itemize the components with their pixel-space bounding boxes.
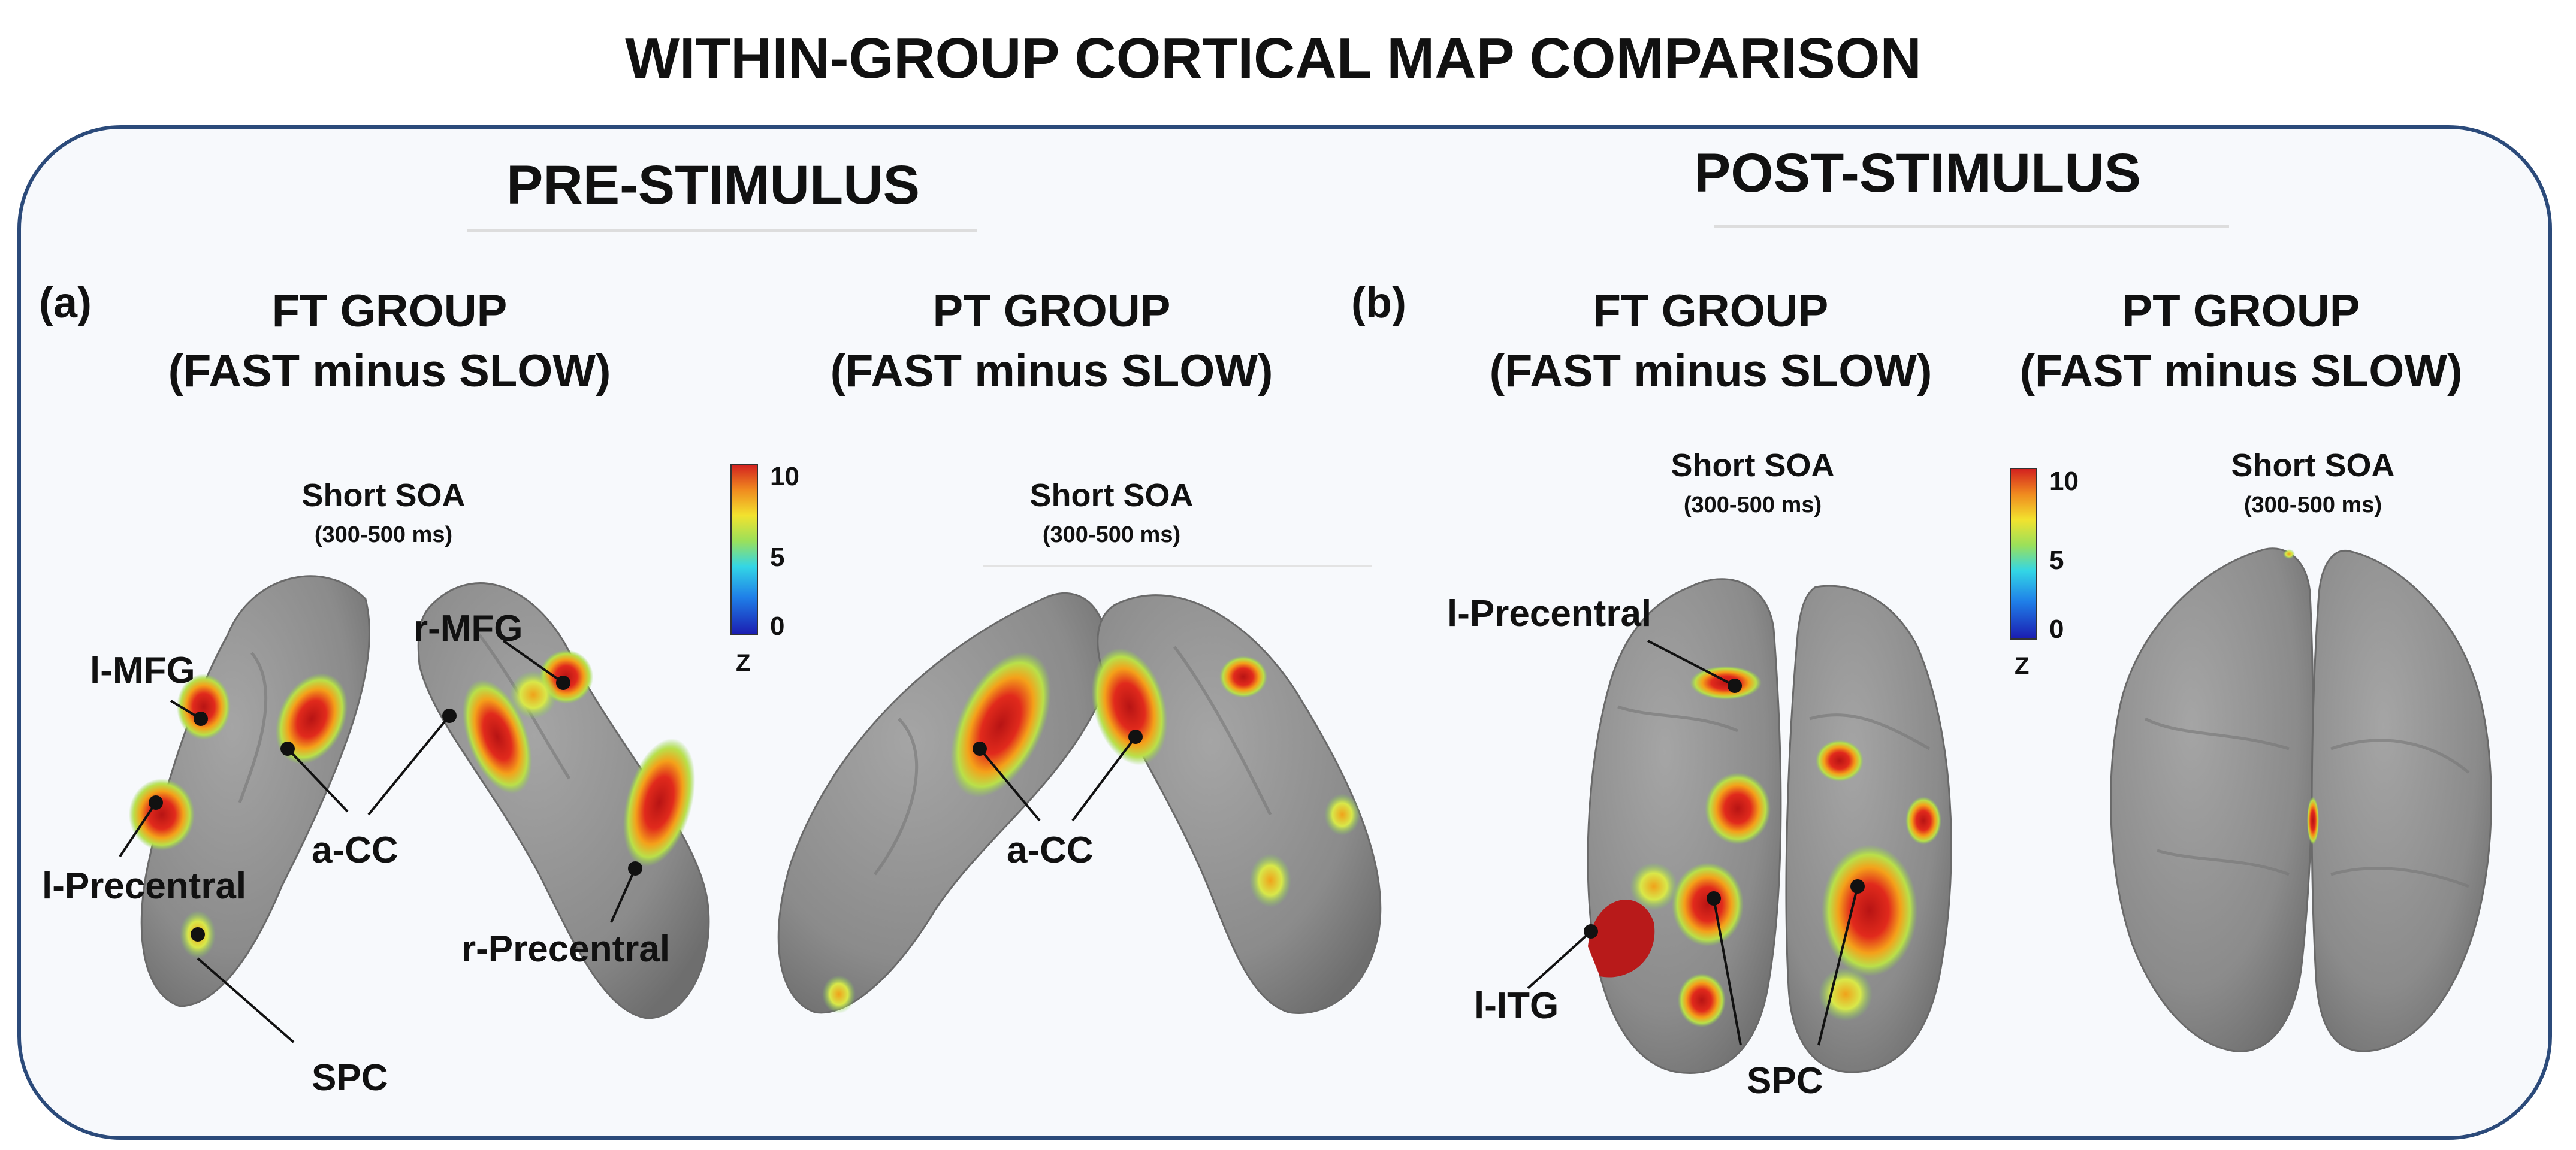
pt-post-brain (2110, 547, 2492, 1052)
colorbar-a-mid: 5 (770, 543, 784, 572)
label-a-cc-pt: a-CC (1007, 830, 1094, 871)
label-l-itg: l-ITG (1474, 985, 1559, 1027)
colorbar-a: 10 5 0 Z (730, 462, 799, 676)
colorbar-b-min: 0 (2049, 615, 2064, 644)
colorbar-a-unit: Z (736, 650, 750, 676)
colorbar-b-mid: 5 (2049, 546, 2064, 575)
soa-label-ft-post: Short SOA (1671, 447, 1834, 483)
ft-pre-subtitle: (FAST minus SLOW) (168, 346, 611, 397)
panel-letter-a: (a) (39, 279, 92, 327)
soa-label-ft-pre: Short SOA (301, 477, 465, 513)
ft-post-subtitle: (FAST minus SLOW) (1490, 346, 1932, 397)
soa-window-pt-post: (300-500 ms) (2244, 492, 2382, 518)
pt-pre-brain (777, 592, 1382, 1014)
label-a-cc-ft: a-CC (312, 830, 398, 871)
colorbar-b-max: 10 (2049, 467, 2079, 496)
label-spc-a: SPC (312, 1057, 388, 1098)
colorbar-b-unit: Z (2015, 653, 2029, 679)
soa-window-ft-post: (300-500 ms) (1684, 492, 1822, 518)
ft-post-brain (1587, 578, 1952, 1074)
ft-post-annotations (1527, 640, 1865, 1046)
ft-pre-brain (129, 575, 710, 1019)
soa-window-ft-pre: (300-500 ms) (315, 522, 452, 547)
panel-letter-b: (b) (1351, 279, 1406, 327)
label-l-precentral-a: l-Precentral (42, 865, 246, 907)
colorbar-a-min: 0 (770, 612, 784, 641)
post-stimulus-heading: POST-STIMULUS (1694, 143, 2141, 204)
soa-label-pt-pre: Short SOA (1029, 477, 1193, 513)
soa-window-pt-pre: (300-500 ms) (1043, 522, 1180, 547)
pt-pre-subtitle: (FAST minus SLOW) (831, 346, 1273, 397)
label-r-mfg: r-MFG (413, 608, 523, 649)
pt-pre-title: PT GROUP (933, 286, 1171, 337)
pre-stimulus-heading: PRE-STIMULUS (506, 155, 920, 216)
soa-label-pt-post: Short SOA (2231, 447, 2394, 483)
pt-post-subtitle: (FAST minus SLOW) (2020, 346, 2463, 397)
colorbar-a-max: 10 (770, 462, 799, 491)
pt-pre-annotations (973, 730, 1143, 822)
ft-pre-annotations (119, 640, 642, 1043)
colorbar-b: 10 5 0 Z (2010, 467, 2079, 679)
pt-post-title: PT GROUP (2122, 286, 2360, 337)
ft-pre-title: FT GROUP (272, 286, 508, 337)
label-spc-b: SPC (1747, 1060, 1823, 1101)
figure-title: WITHIN-GROUP CORTICAL MAP COMPARISON (625, 26, 1922, 90)
label-l-mfg: l-MFG (90, 650, 195, 691)
label-l-precentral-b: l-Precentral (1447, 593, 1651, 634)
label-r-precentral: r-Precentral (461, 928, 670, 970)
ft-post-title: FT GROUP (1593, 286, 1829, 337)
